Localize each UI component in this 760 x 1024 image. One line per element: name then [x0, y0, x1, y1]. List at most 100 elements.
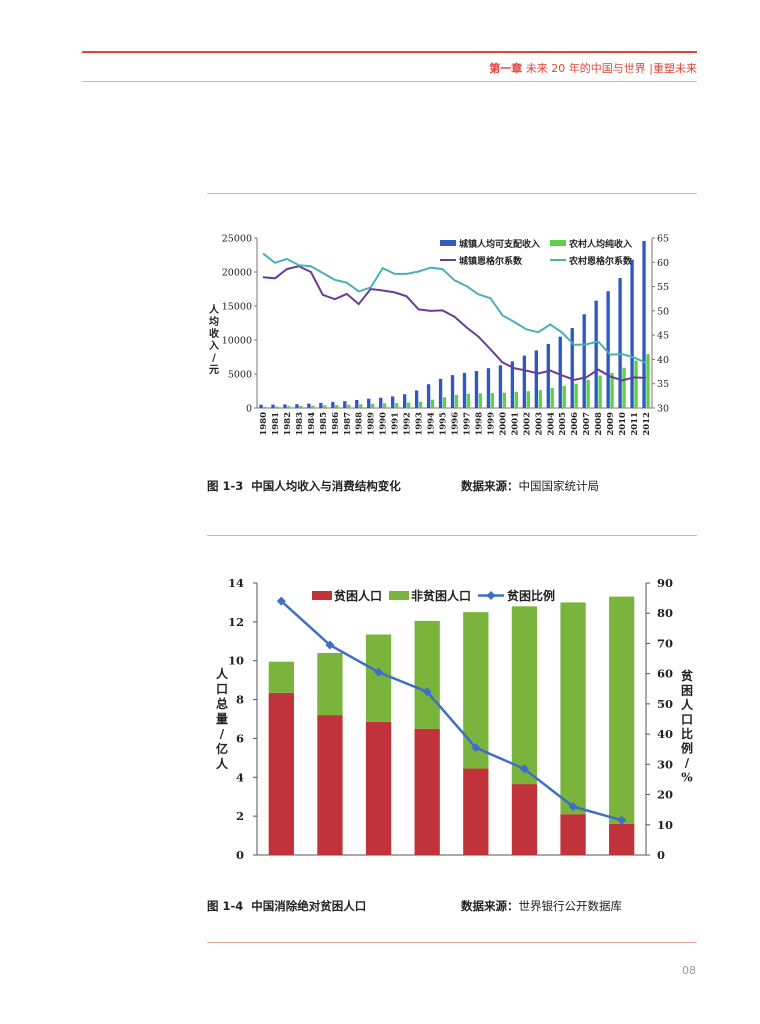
poverty-ratio-marker: [617, 815, 627, 825]
figure-1-4-source: 数据来源：世界银行公开数据库: [461, 898, 622, 914]
x-tick-label: 2003: [534, 412, 544, 436]
y-axis-label-char: 人: [216, 756, 229, 771]
income-engel-chart: 0 5000 10000 15000 20000 25000 30 35 40 45 50 55 60 6…: [209, 234, 680, 436]
x-tick-label: 1996: [451, 412, 461, 436]
legend-label: 城镇恩格尔系数: [459, 255, 523, 267]
y-tick-label: 10000: [222, 336, 252, 347]
source-label: 数据来源: [461, 479, 507, 493]
x-tick-label: 2010: [618, 412, 628, 436]
x-tick-label: 1984: [307, 412, 317, 436]
urban-income-bar: [295, 404, 299, 408]
y-axis-label-char: 量: [216, 712, 228, 726]
poor-population-bar: [268, 692, 294, 855]
rural-income-bar: [263, 406, 267, 408]
rural-income-bar: [622, 367, 626, 408]
urban-income-bar: [486, 368, 491, 408]
header-rule-bottom: [82, 81, 697, 82]
y2-tick-label: 45: [657, 331, 669, 342]
nonpoor-population-bar: [317, 652, 343, 716]
x-tick-label: 1998: [474, 412, 484, 436]
y2-tick-label: 60: [657, 667, 673, 681]
y2-tick-label: 40: [657, 727, 673, 741]
x-tick-label: 2011: [630, 412, 640, 436]
poverty-ratio-marker: [519, 764, 529, 774]
urban-income-bar: [438, 378, 443, 408]
poor-population-bar: [317, 715, 343, 855]
figure-title: 中国人均收入与消费结构变化: [251, 479, 401, 493]
nonpoor-population-bar: [560, 602, 586, 815]
y2-tick-label: 90: [657, 576, 673, 590]
nonpoor-population-bar: [463, 612, 489, 769]
urban-income-bar: [462, 372, 467, 408]
y-tick-label: 0: [236, 848, 244, 862]
y-axis-label-char: 收: [209, 327, 219, 340]
rural-income-bar: [347, 404, 351, 408]
rural-income-bar: [502, 392, 507, 408]
x-tick-label: 2007: [582, 412, 592, 436]
urban-income-bar: [582, 314, 586, 408]
y-axis-label-char: 人: [209, 303, 220, 316]
rural-income-bar: [610, 372, 614, 408]
rural-income-bar: [371, 403, 375, 408]
y-axis-label-char: 均: [209, 315, 219, 328]
x-tick-label: 1986: [331, 412, 341, 436]
y2-axis-label-char: 困: [681, 684, 693, 698]
urban-income-bar: [319, 402, 323, 408]
rural-income-bar: [574, 383, 578, 408]
rural-income-bar: [478, 393, 483, 408]
urban-income-bar: [594, 300, 598, 408]
rural-income-bar: [430, 399, 435, 408]
urban-income-bar: [379, 397, 383, 408]
y2-axis-label-char: 贫: [681, 668, 694, 683]
source-label: 数据来源: [461, 899, 507, 913]
legend-label: 贫困比例: [507, 588, 555, 603]
x-tick-label: 2002: [522, 412, 532, 436]
urban-income-bar: [630, 259, 634, 408]
x-tick-label: 2001: [510, 412, 520, 436]
figure-1-3-caption: 图 1-3 中国人均收入与消费结构变化: [207, 478, 401, 494]
y-tick-label: 4: [236, 770, 244, 784]
urban-engel-line: [262, 265, 647, 382]
x-tick-label: 1982: [283, 412, 293, 436]
x-tick-label: 2009: [606, 412, 616, 436]
legend-swatch: [389, 591, 409, 600]
rural-income-bar: [490, 392, 495, 408]
urban-income-bar: [510, 361, 515, 408]
y-tick-label: 25000: [222, 234, 252, 245]
rural-income-bar: [466, 393, 471, 408]
y-axis-label-char: /: [212, 353, 216, 364]
legend-swatch: [312, 591, 332, 600]
y2-tick-label: 60: [657, 258, 669, 269]
y2-axis-label-char: 尔: [679, 329, 680, 342]
figure-1-3-source: 数据来源：中国国家统计局: [461, 478, 599, 494]
x-tick-label: 1988: [355, 412, 365, 436]
y-axis-label-char: 亿: [216, 741, 228, 756]
rural-income-bar: [514, 391, 518, 408]
poverty-chart: 024681012140102030405060708090人口总量/亿人贫困人…: [216, 576, 694, 862]
urban-income-bar: [606, 291, 610, 408]
rural-income-bar: [646, 354, 650, 408]
rural-income-bar: [275, 406, 279, 408]
rural-income-bar: [634, 360, 638, 408]
urban-income-bar: [343, 401, 347, 408]
y2-tick-label: 30: [657, 757, 673, 771]
y-tick-label: 12: [228, 615, 244, 629]
y2-tick-label: 30: [657, 404, 669, 415]
rural-engel-line: [262, 252, 647, 364]
rural-income-bar: [418, 401, 423, 408]
x-tick-label: 1985: [319, 412, 329, 436]
urban-income-bar: [271, 404, 275, 408]
y2-tick-label: 50: [657, 306, 669, 317]
urban-income-bar: [367, 398, 371, 408]
nonpoor-population-bar: [511, 606, 538, 785]
urban-income-bar: [259, 404, 263, 408]
x-tick-label: 1992: [403, 412, 413, 436]
figure-1-4-caption: 图 1-4 中国消除绝对贫困人口: [207, 898, 366, 914]
urban-income-bar: [331, 401, 335, 408]
chapter-label: 第一章: [489, 62, 523, 75]
legend-label: 农村恩格尔系数: [568, 255, 633, 267]
nonpoor-population-bar: [268, 661, 294, 693]
y2-axis-label-char: 口: [681, 713, 693, 727]
legend-label: 非贫困人口: [411, 588, 471, 603]
figure-title: 中国消除绝对贫困人口: [251, 899, 367, 913]
